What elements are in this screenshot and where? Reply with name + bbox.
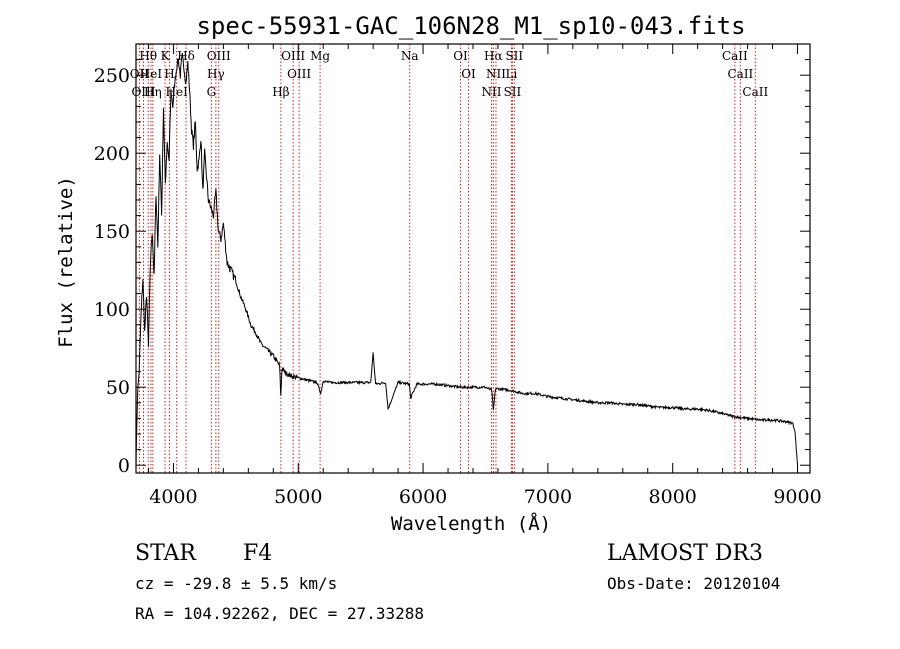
- x-tick-label: 8000: [649, 486, 697, 508]
- line-label-20: NII: [481, 85, 501, 99]
- line-label-17: OI: [453, 49, 468, 63]
- coordinates: RA = 104.92262, DEC = 27.33288: [135, 604, 424, 623]
- x-tick-label: 6000: [399, 486, 447, 508]
- line-label-5: K: [161, 49, 171, 63]
- line-label-25: CaII: [722, 49, 748, 63]
- spectrum-line: [135, 52, 798, 467]
- line-label-13: OIII: [287, 67, 311, 81]
- line-label-15: Mg: [310, 49, 330, 63]
- line-label-10: Hγ: [207, 67, 225, 81]
- line-label-4: Hη: [144, 85, 162, 99]
- y-tick-label: 100: [94, 299, 130, 321]
- x-axis-label: Wavelength (Å): [391, 512, 551, 535]
- object-class: STAR: [135, 541, 197, 566]
- line-label-16: Na: [401, 49, 419, 63]
- line-label-23: SII: [505, 49, 523, 63]
- y-axis-ticks: 0 50 100 150 200 250: [94, 59, 810, 477]
- y-tick-label: 150: [94, 221, 130, 243]
- line-label-2: OIII: [131, 85, 155, 99]
- line-label-21: NII: [486, 67, 506, 81]
- emission-line-markers: [138, 44, 756, 473]
- y-tick-label: 250: [94, 65, 130, 87]
- line-label-1: OII: [130, 67, 150, 81]
- chart-title: spec-55931-GAC_106N28_M1_sp10-043.fits: [196, 12, 745, 40]
- y-axis-label: Flux (relative): [55, 176, 77, 348]
- line-label-18: OI: [461, 67, 476, 81]
- line-label-22: SII: [504, 85, 522, 99]
- x-axis-ticks: 4000 5000 6000 7000 8000 9000: [147, 44, 822, 508]
- line-label-7: HeI: [166, 85, 189, 99]
- observation-date: Obs-Date: 20120104: [607, 574, 780, 593]
- line-label-27: CaII: [742, 85, 768, 99]
- survey-name: LAMOST DR3: [607, 541, 763, 566]
- line-label-14: Hβ: [272, 85, 289, 99]
- line-label-12: OIII: [281, 49, 305, 63]
- spectral-subclass: F4: [243, 541, 272, 566]
- line-label-9: OIII: [207, 49, 231, 63]
- line-label-3: HeI: [140, 67, 163, 81]
- plot-frame: [135, 43, 811, 474]
- y-tick-label: 200: [94, 143, 130, 165]
- line-label-11: G: [207, 85, 217, 99]
- line-label-8: Hδ: [177, 49, 195, 63]
- x-tick-label: 4000: [149, 486, 197, 508]
- x-tick-label: 5000: [274, 486, 322, 508]
- y-tick-label: 0: [118, 455, 130, 477]
- line-label-24: Li: [506, 67, 518, 81]
- redshift-info: cz = -29.8 ± 5.5 km/s: [135, 574, 337, 593]
- y-tick-label: 50: [106, 377, 130, 399]
- plot-axes: [135, 43, 811, 474]
- line-label-0: Hθ: [139, 49, 157, 63]
- line-label-26: CaII: [727, 67, 753, 81]
- line-label-19: Hα: [484, 49, 503, 63]
- spectrum-series: [135, 52, 798, 467]
- x-tick-label: 7000: [524, 486, 572, 508]
- x-tick-label: 9000: [773, 486, 821, 508]
- line-label-6: H: [164, 67, 174, 81]
